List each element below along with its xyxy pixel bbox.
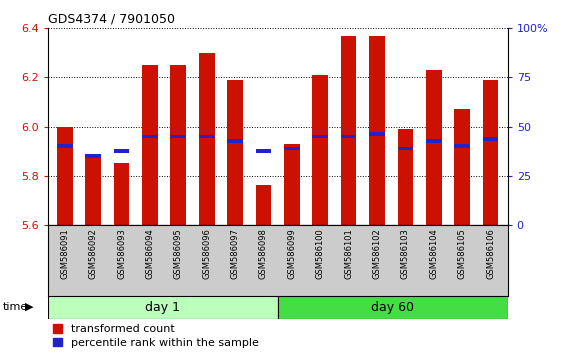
Bar (398, 129, 413, 225)
Text: GSM586096: GSM586096 (202, 228, 211, 279)
Bar (341, 135, 356, 138)
Bar (426, 139, 442, 143)
Bar (284, 144, 300, 225)
Text: GSM586104: GSM586104 (429, 228, 438, 279)
Legend: transformed count, percentile rank within the sample: transformed count, percentile rank withi… (53, 324, 259, 348)
Bar (454, 144, 470, 148)
Bar (426, 70, 442, 225)
Bar (199, 135, 214, 138)
Bar (454, 109, 470, 225)
Bar (48, 296, 278, 319)
Text: time: time (3, 302, 28, 312)
Text: GSM586093: GSM586093 (117, 228, 126, 279)
Bar (142, 65, 158, 225)
Bar (369, 132, 385, 136)
Bar (57, 144, 72, 148)
Text: GSM586105: GSM586105 (458, 228, 467, 279)
Bar (256, 149, 272, 153)
Bar (171, 65, 186, 225)
Bar (114, 149, 130, 153)
Bar (341, 36, 356, 225)
Text: GSM586103: GSM586103 (401, 228, 410, 279)
Bar (483, 80, 499, 225)
Bar (284, 147, 300, 150)
Bar (312, 135, 328, 138)
Bar (483, 137, 499, 141)
Text: ▶: ▶ (25, 302, 33, 312)
Text: day 1: day 1 (145, 301, 180, 314)
Text: GSM586100: GSM586100 (316, 228, 325, 279)
Text: GSM586092: GSM586092 (89, 228, 98, 279)
Text: GSM586101: GSM586101 (344, 228, 353, 279)
Text: GSM586091: GSM586091 (60, 228, 69, 279)
Text: GSM586106: GSM586106 (486, 228, 495, 279)
Text: GDS4374 / 7901050: GDS4374 / 7901050 (48, 12, 174, 25)
Bar (278, 296, 508, 319)
Bar (142, 135, 158, 138)
Bar (199, 53, 214, 225)
Text: GSM586098: GSM586098 (259, 228, 268, 279)
Text: GSM586097: GSM586097 (231, 228, 240, 279)
Text: GSM586094: GSM586094 (145, 228, 154, 279)
Bar (256, 185, 272, 225)
Bar (369, 36, 385, 225)
Text: GSM586099: GSM586099 (287, 228, 296, 279)
Text: GSM586095: GSM586095 (174, 228, 183, 279)
Bar (85, 156, 101, 225)
Text: GSM586102: GSM586102 (373, 228, 381, 279)
Bar (171, 135, 186, 138)
Bar (227, 80, 243, 225)
Bar (57, 127, 72, 225)
Bar (398, 147, 413, 150)
Text: day 60: day 60 (371, 301, 414, 314)
Bar (227, 139, 243, 143)
Bar (114, 164, 130, 225)
Bar (85, 154, 101, 158)
Bar (312, 75, 328, 225)
